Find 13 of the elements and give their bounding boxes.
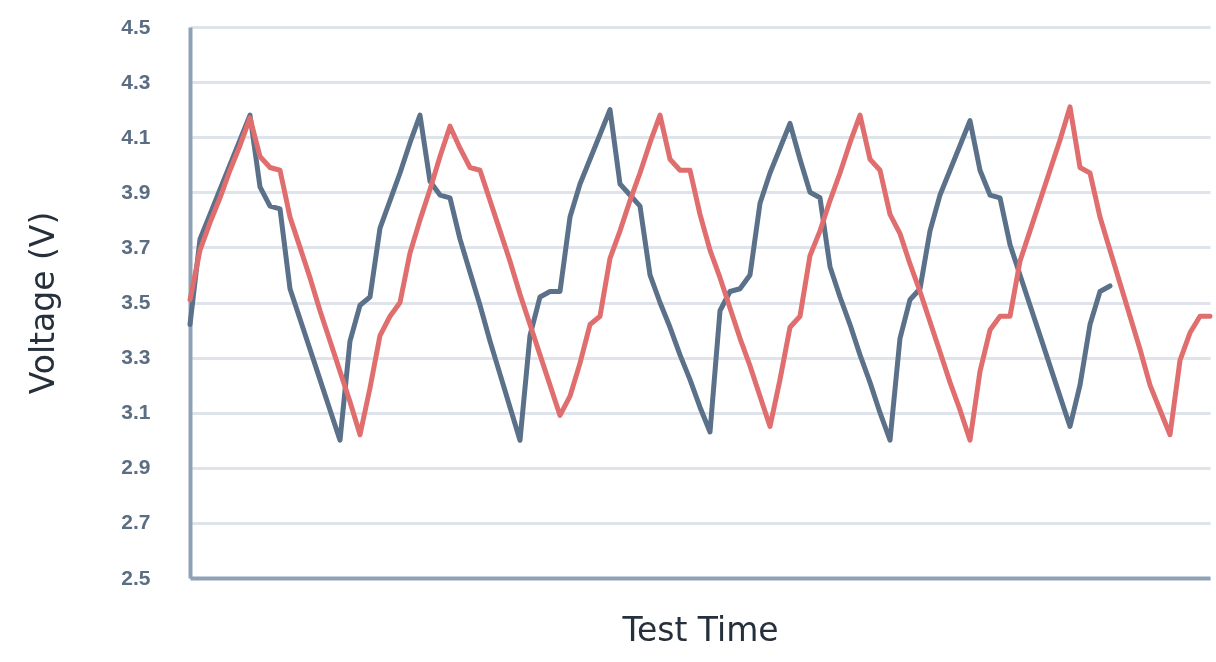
y-tick-label: 2.5 [121,565,151,589]
y-axis-title: Voltage (V) [23,211,63,395]
y-tick-label: 3.9 [121,179,151,203]
y-tick-label: 4.1 [121,124,151,148]
y-tick-label: 3.7 [121,234,151,258]
y-tick-label: 2.9 [121,455,151,479]
y-tick-label: 3.1 [121,400,151,424]
x-axis-title: Test Time [621,609,779,649]
y-tick-label: 3.3 [121,345,151,369]
y-tick-label: 4.3 [121,69,151,93]
y-tick-label: 2.7 [121,510,151,534]
y-tick-label: 4.5 [121,14,151,38]
y-tick-label: 3.5 [121,290,151,313]
